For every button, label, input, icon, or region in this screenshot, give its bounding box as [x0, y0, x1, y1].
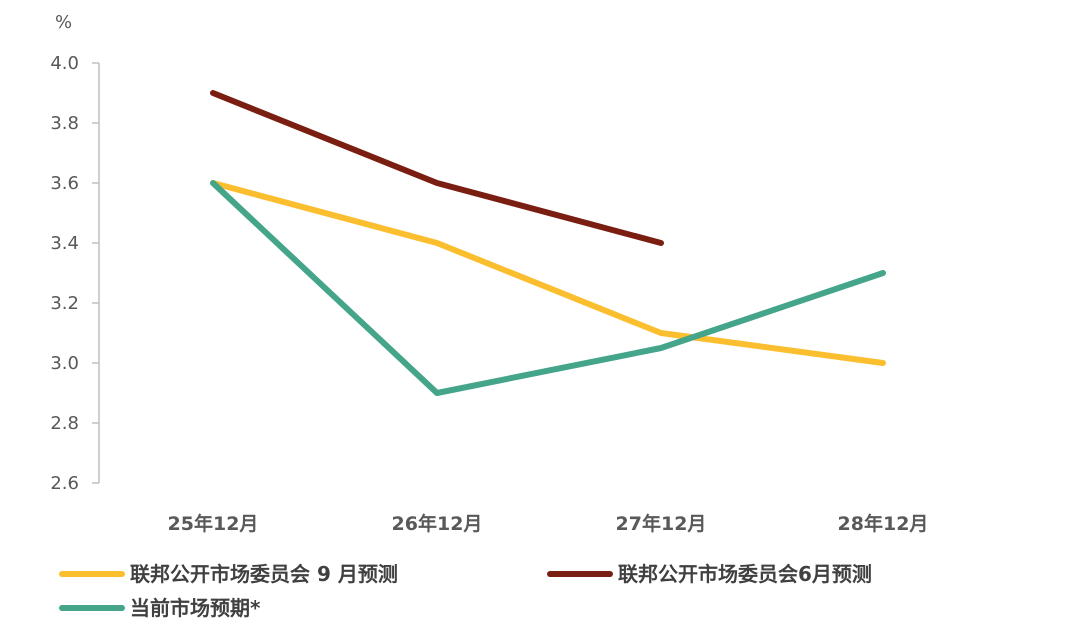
x-tick-label: 28年12月: [838, 512, 929, 535]
series-line-0: [210, 180, 886, 366]
x-axis: 25年12月 26年12月 27年12月 28年12月: [168, 512, 929, 535]
series-layer: [210, 90, 886, 396]
series-line-2: [210, 180, 886, 396]
legend-label: 联邦公开市场委员会6月预测: [618, 562, 872, 586]
y-axis: 2.6 2.8 3.0 3.2 3.4 3.6 3.8 4.0: [50, 53, 100, 494]
y-tick-label: 3.8: [50, 113, 79, 134]
legend-item-2: 当前市场预期*: [59, 596, 261, 620]
x-tick-label: 25年12月: [168, 512, 259, 535]
series-line-1: [210, 90, 664, 246]
x-tick-label: 27年12月: [616, 512, 707, 535]
legend-label: 联邦公开市场委员会 9 月预测: [130, 562, 398, 586]
y-tick-label: 2.8: [50, 413, 79, 434]
y-tick-label: 3.4: [50, 233, 79, 254]
legend-label: 当前市场预期*: [130, 596, 261, 620]
legend-item-1: 联邦公开市场委员会6月预测: [547, 562, 872, 586]
y-tick-label: 3.0: [50, 353, 79, 374]
x-tick-label: 26年12月: [392, 512, 483, 535]
y-tick-label: 2.6: [50, 473, 79, 494]
y-axis-unit-label: %: [55, 12, 72, 33]
y-tick-label: 3.2: [50, 293, 79, 314]
legend-item-0: 联邦公开市场委员会 9 月预测: [59, 562, 398, 586]
y-tick-label: 4.0: [50, 53, 79, 74]
y-tick-label: 3.6: [50, 173, 79, 194]
